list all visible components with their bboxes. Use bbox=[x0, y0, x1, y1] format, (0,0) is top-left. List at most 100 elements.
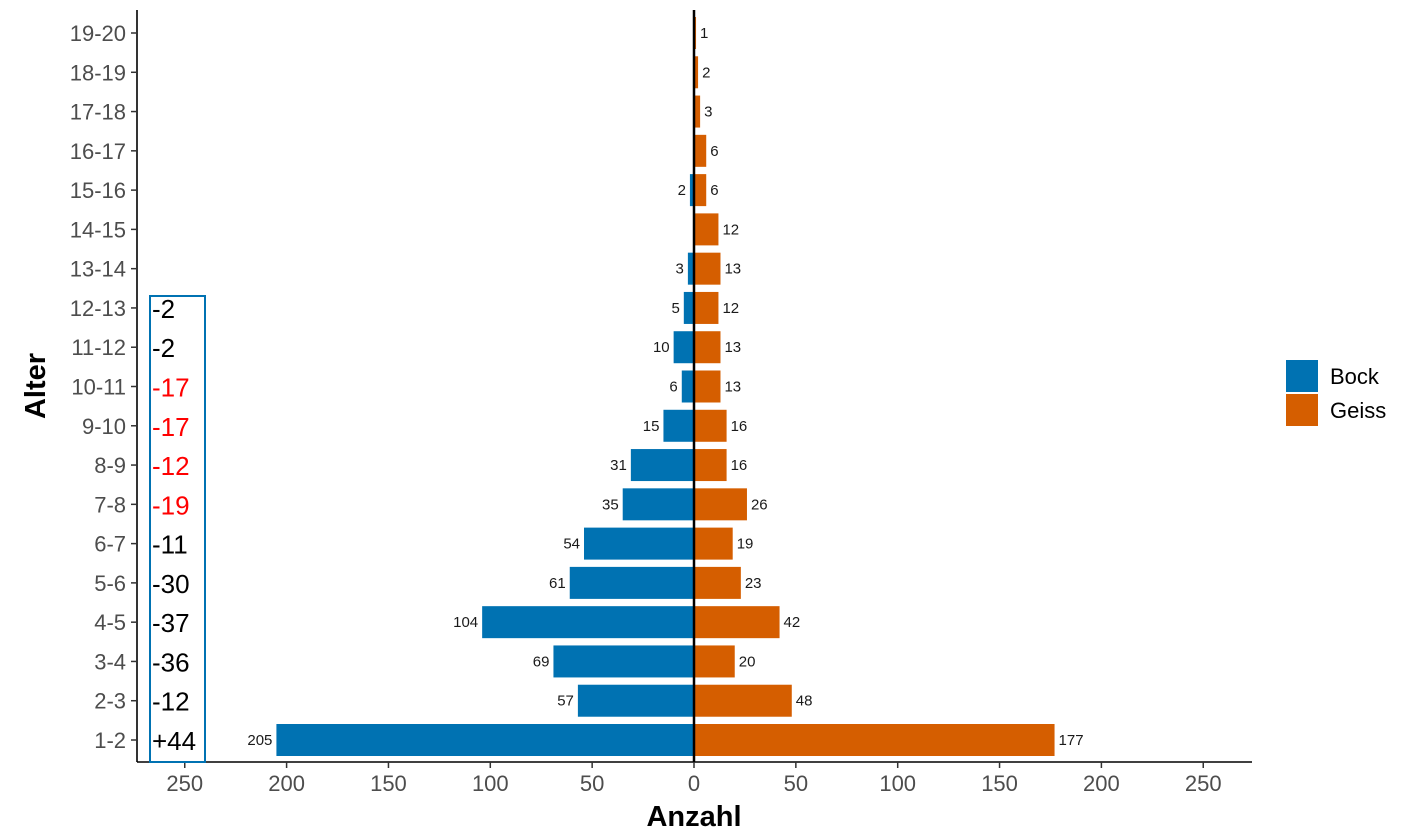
data-label-bock: 61 bbox=[549, 575, 566, 592]
y-tick-label: 11-12 bbox=[71, 335, 126, 360]
bar-geiss bbox=[694, 409, 727, 442]
data-label-geiss: 16 bbox=[731, 457, 748, 474]
data-label-geiss: 6 bbox=[710, 182, 718, 199]
bars-layer bbox=[276, 17, 1055, 756]
bar-geiss bbox=[694, 527, 733, 560]
bar-bock bbox=[663, 409, 694, 442]
x-ticks-layer: 250 200 150 100 50 0 50 100 150 200 250 bbox=[166, 762, 1222, 796]
bar-geiss bbox=[694, 331, 721, 364]
x-tick-label: 0 bbox=[688, 771, 700, 796]
bar-bock bbox=[687, 252, 694, 285]
data-label-bock: 10 bbox=[653, 339, 670, 356]
bar-geiss bbox=[694, 174, 707, 207]
data-label-geiss: 48 bbox=[796, 693, 813, 710]
bar-bock bbox=[683, 291, 694, 324]
data-label-geiss: 13 bbox=[724, 379, 741, 396]
data-label-geiss: 23 bbox=[745, 575, 762, 592]
data-label-bock: 5 bbox=[671, 300, 679, 317]
data-label-bock: 35 bbox=[602, 496, 619, 513]
data-label-bock: 57 bbox=[557, 693, 574, 710]
data-label-bock: 15 bbox=[643, 418, 660, 435]
data-label-geiss: 13 bbox=[724, 339, 741, 356]
y-tick-label: 10-11 bbox=[71, 375, 126, 400]
difference-label: +44 bbox=[152, 726, 196, 756]
data-label-geiss: 26 bbox=[751, 496, 768, 513]
bar-geiss bbox=[694, 645, 735, 678]
y-tick-label: 8-9 bbox=[94, 453, 126, 478]
x-tick-label: 200 bbox=[268, 771, 305, 796]
y-axis-title: Alter bbox=[20, 353, 52, 419]
legend: Bock Geiss bbox=[1286, 360, 1386, 426]
data-label-geiss: 42 bbox=[784, 614, 801, 631]
data-label-bock: 104 bbox=[453, 614, 478, 631]
bar-bock bbox=[276, 724, 694, 756]
y-tick-label: 13-14 bbox=[70, 257, 126, 282]
y-ticks-layer: 1-2 2-3 3-4 4-5 5-6 6-7 7-8 8-9 9-10 10-11 11-12 12… bbox=[70, 21, 137, 753]
data-label-geiss: 1 bbox=[700, 25, 708, 42]
difference-label: -30 bbox=[152, 569, 190, 599]
x-tick-label: 150 bbox=[981, 771, 1018, 796]
y-tick-label: 19-20 bbox=[70, 21, 126, 46]
y-tick-label: 14-15 bbox=[70, 217, 126, 242]
bar-bock bbox=[569, 566, 694, 599]
data-label-bock: 6 bbox=[669, 379, 677, 396]
bar-geiss bbox=[694, 566, 741, 599]
x-tick-label: 250 bbox=[1185, 771, 1222, 796]
bar-geiss bbox=[694, 606, 780, 639]
data-label-geiss: 12 bbox=[722, 300, 739, 317]
x-tick-label: 200 bbox=[1083, 771, 1120, 796]
y-tick-label: 12-13 bbox=[70, 296, 126, 321]
bar-geiss bbox=[694, 724, 1055, 756]
bar-geiss bbox=[694, 95, 701, 128]
data-labels-layer: 2055769104615435311561053217748204223192… bbox=[247, 25, 1083, 749]
difference-label: -37 bbox=[152, 608, 190, 638]
data-label-geiss: 177 bbox=[1059, 732, 1084, 749]
difference-label: -17 bbox=[152, 373, 190, 403]
bar-geiss bbox=[694, 252, 721, 285]
x-tick-label: 100 bbox=[472, 771, 509, 796]
y-tick-label: 15-16 bbox=[70, 178, 126, 203]
bar-bock bbox=[553, 645, 694, 678]
difference-label: -19 bbox=[152, 490, 190, 520]
data-label-bock: 205 bbox=[247, 732, 272, 749]
difference-label: -2 bbox=[152, 333, 175, 363]
data-label-geiss: 20 bbox=[739, 653, 756, 670]
difference-label: -12 bbox=[152, 451, 190, 481]
data-label-bock: 2 bbox=[678, 182, 686, 199]
difference-annotation-box bbox=[149, 295, 206, 763]
data-label-geiss: 3 bbox=[704, 104, 712, 121]
difference-annotation: +44 -12 -36 -37 -30 -11 -19 -12 -17 -17 -2 -2 bbox=[149, 294, 206, 763]
y-tick-label: 5-6 bbox=[94, 571, 126, 596]
data-label-geiss: 6 bbox=[710, 143, 718, 160]
data-label-geiss: 16 bbox=[731, 418, 748, 435]
bar-geiss bbox=[694, 213, 719, 246]
data-label-geiss: 2 bbox=[702, 64, 710, 81]
difference-label: -12 bbox=[152, 687, 190, 717]
difference-label: -17 bbox=[152, 412, 190, 442]
bar-geiss bbox=[694, 449, 727, 482]
bar-geiss bbox=[694, 291, 719, 324]
bar-bock bbox=[577, 684, 694, 717]
y-tick-label: 16-17 bbox=[70, 139, 126, 164]
legend-label-bock: Bock bbox=[1330, 364, 1380, 389]
legend-label-geiss: Geiss bbox=[1330, 398, 1386, 423]
x-tick-label: 150 bbox=[370, 771, 407, 796]
data-label-geiss: 12 bbox=[722, 221, 739, 238]
bar-geiss bbox=[694, 56, 699, 89]
data-label-geiss: 19 bbox=[737, 536, 754, 553]
data-label-bock: 3 bbox=[676, 261, 684, 278]
y-tick-label: 6-7 bbox=[94, 532, 126, 557]
bar-bock bbox=[673, 331, 694, 364]
legend-swatch-geiss bbox=[1286, 394, 1318, 426]
bar-bock bbox=[584, 527, 694, 560]
x-axis-title: Anzahl bbox=[646, 801, 741, 833]
data-label-bock: 69 bbox=[533, 653, 550, 670]
difference-label: -2 bbox=[152, 294, 175, 324]
bar-bock bbox=[689, 174, 694, 207]
y-tick-label: 17-18 bbox=[70, 100, 126, 125]
y-tick-label: 7-8 bbox=[94, 492, 126, 517]
x-tick-label: 250 bbox=[166, 771, 203, 796]
x-tick-label: 100 bbox=[879, 771, 916, 796]
data-label-geiss: 13 bbox=[724, 261, 741, 278]
